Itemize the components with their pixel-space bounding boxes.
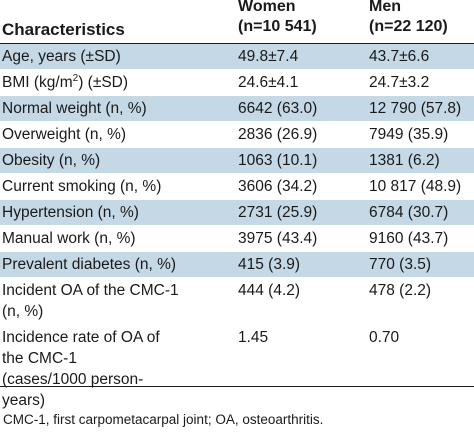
table-row: Overweight (n, %) 2836 (26.9) 7949 (35.9… [0,122,474,148]
row-women-value: 6642 (63.0) [238,100,318,117]
row-women-value: 49.8±7.4 [238,48,299,65]
row-label-sup: 2 [72,72,79,84]
row-label: Normal weight (n, %) [2,100,147,117]
table-row: Incidence rate of OA of the CMC-1 (cases… [0,325,474,414]
row-label-line: years) [2,392,46,409]
row-women-value: 1063 (10.1) [238,152,318,169]
row-label: Obesity (n, %) [2,152,101,169]
row-women-value: 1.45 [238,329,269,346]
table-row: Hypertension (n, %) 2731 (25.9) 6784 (30… [0,200,474,226]
table-row: Current smoking (n, %) 3606 (34.2) 10 81… [0,174,474,200]
row-label: Manual work (n, %) [2,230,136,247]
row-women-value: 3606 (34.2) [238,178,318,195]
table-header: Characteristics Women (n=10 541) Men (n=… [0,0,474,44]
row-men-value: 478 (2.2) [369,282,432,299]
row-men-value: 770 (3.5) [369,256,432,273]
row-label-line: the CMC-1 [2,350,77,367]
row-men-value: 1381 (6.2) [369,152,440,169]
table-row: Manual work (n, %) 3975 (43.4) 9160 (43.… [0,226,474,252]
row-women-value: 24.6±4.1 [238,74,299,91]
row-men-value: 9160 (43.7) [369,230,449,247]
row-women-value: 2731 (25.9) [238,204,318,221]
table-bottom-rule [0,386,474,387]
row-label-line: (n, %) [2,303,44,320]
table-row: Incident OA of the CMC-1 (n, %) 444 (4.2… [0,278,474,325]
row-label: Age, years (±SD) [2,48,121,65]
row-label: Overweight (n, %) [2,126,127,143]
table-footnote: CMC-1, first carpometacarpal joint; OA, … [3,412,324,427]
header-women-n: (n=10 541) [238,18,317,35]
row-label-line: Incident OA of the CMC-1 [2,282,179,299]
row-label: Incidence rate of OA of the CMC-1 (cases… [0,325,232,413]
row-label: Prevalent diabetes (n, %) [2,256,177,273]
row-label-line: (cases/1000 person- [2,371,144,388]
table-row: Prevalent diabetes (n, %) 415 (3.9) 770 … [0,252,474,278]
table-row: BMI (kg/m2) (±SD) 24.6±4.1 24.7±3.2 [0,70,474,96]
row-women-value: 415 (3.9) [238,256,301,273]
header-women: Women (n=10 541) [232,0,368,43]
row-label: Hypertension (n, %) [2,204,139,221]
row-women-value: 444 (4.2) [238,282,301,299]
row-label: Current smoking (n, %) [2,178,162,195]
row-women-value: 2836 (26.9) [238,126,318,143]
header-women-label: Women [238,0,296,15]
row-men-value: 7949 (35.9) [369,126,449,143]
row-label-pre: BMI (kg/m [2,74,73,91]
row-label-line: Incidence rate of OA of [2,329,160,346]
row-men-value: 24.7±3.2 [369,74,430,91]
row-men-value: 6784 (30.7) [369,204,449,221]
header-characteristics: Characteristics [2,20,125,39]
table-row: Normal weight (n, %) 6642 (63.0) 12 790 … [0,96,474,122]
row-men-value: 10 817 (48.9) [369,178,462,195]
table-row: Obesity (n, %) 1063 (10.1) 1381 (6.2) [0,148,474,174]
row-men-value: 12 790 (57.8) [369,100,462,117]
table-row: Age, years (±SD) 49.8±7.4 43.7±6.6 [0,44,474,70]
header-men: Men (n=22 120) [368,0,474,43]
row-men-value: 0.70 [369,329,400,346]
row-label: BMI (kg/m2) (±SD) [0,70,232,95]
characteristics-table: Characteristics Women (n=10 541) Men (n=… [0,0,474,414]
row-label-post: ) (±SD) [78,74,129,91]
header-men-label: Men [369,0,401,15]
row-label: Incident OA of the CMC-1 (n, %) [0,278,232,324]
header-men-n: (n=22 120) [369,18,448,35]
row-men-value: 43.7±6.6 [369,48,430,65]
row-women-value: 3975 (43.4) [238,230,318,247]
